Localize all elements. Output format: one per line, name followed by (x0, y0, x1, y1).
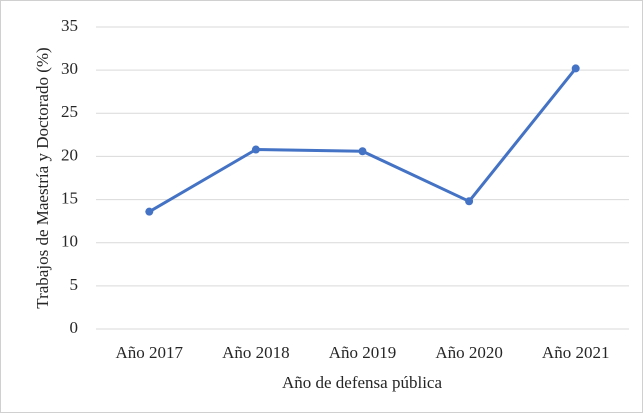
line-point (358, 147, 367, 156)
line-point (251, 145, 260, 154)
line-point (465, 197, 474, 206)
x-tick-label: Año 2019 (329, 343, 397, 362)
y-tick-label: 15 (61, 188, 78, 207)
line-point (571, 64, 580, 73)
y-tick-label: 0 (70, 318, 79, 337)
y-tick-label: 5 (70, 275, 79, 294)
y-tick-label: 35 (61, 16, 78, 35)
y-tick-label: 10 (61, 232, 78, 251)
x-tick-label: Año 2018 (222, 343, 290, 362)
x-axis-label: Año de defensa pública (282, 373, 442, 392)
x-tick-label: Año 2021 (542, 343, 610, 362)
y-axis-label: Trabajos de Maestría y Doctorado (%) (33, 47, 52, 308)
line-point (145, 207, 154, 216)
y-tick-label: 25 (61, 102, 78, 121)
x-tick-label: Año 2020 (435, 343, 503, 362)
y-tick-label: 20 (61, 145, 78, 164)
x-tick-label: Año 2017 (116, 343, 184, 362)
y-tick-label: 30 (61, 59, 78, 78)
